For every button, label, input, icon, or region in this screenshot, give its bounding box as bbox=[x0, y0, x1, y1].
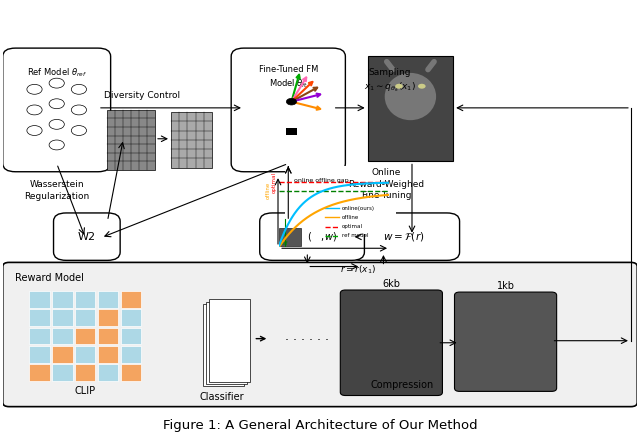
Bar bbox=[108, 110, 155, 170]
Bar bbox=[52, 291, 72, 308]
Bar bbox=[75, 364, 95, 381]
Bar bbox=[98, 364, 118, 381]
Text: Compression: Compression bbox=[371, 380, 434, 390]
Text: offline: offline bbox=[342, 215, 359, 220]
Bar bbox=[367, 56, 453, 161]
Text: online offline gap: online offline gap bbox=[294, 178, 348, 183]
Bar bbox=[121, 364, 141, 381]
Text: $w = \mathcal{F}(r)$: $w = \mathcal{F}(r)$ bbox=[383, 230, 425, 243]
Bar bbox=[121, 345, 141, 362]
Circle shape bbox=[49, 78, 64, 88]
Text: $r = r(x_1)$: $r = r(x_1)$ bbox=[340, 263, 376, 276]
Bar bbox=[75, 291, 95, 308]
Bar bbox=[279, 228, 301, 246]
FancyBboxPatch shape bbox=[260, 213, 364, 260]
FancyBboxPatch shape bbox=[3, 263, 637, 407]
Bar bbox=[29, 291, 50, 308]
Circle shape bbox=[49, 119, 64, 129]
Circle shape bbox=[49, 140, 64, 150]
Bar bbox=[75, 309, 95, 326]
Text: optimal: optimal bbox=[272, 172, 277, 193]
Bar bbox=[98, 309, 118, 326]
Bar bbox=[98, 345, 118, 362]
FancyBboxPatch shape bbox=[231, 48, 346, 172]
Bar bbox=[75, 328, 95, 345]
Circle shape bbox=[27, 125, 42, 135]
Text: $($: $($ bbox=[307, 230, 312, 243]
Bar bbox=[29, 364, 50, 381]
Circle shape bbox=[49, 99, 64, 108]
Circle shape bbox=[71, 125, 86, 135]
Bar bbox=[171, 112, 212, 168]
Text: CLIP: CLIP bbox=[75, 386, 96, 396]
Bar bbox=[98, 291, 118, 308]
Bar bbox=[286, 128, 296, 135]
Bar bbox=[29, 345, 50, 362]
Text: ref model: ref model bbox=[342, 233, 368, 238]
Text: optimal: optimal bbox=[342, 224, 363, 229]
Bar bbox=[209, 299, 250, 382]
Text: . . . . . .: . . . . . . bbox=[285, 330, 330, 343]
Bar bbox=[206, 302, 247, 384]
Text: Online
Reward-Weighed
Fine-Tuning: Online Reward-Weighed Fine-Tuning bbox=[349, 168, 425, 201]
Bar bbox=[29, 309, 50, 326]
Polygon shape bbox=[218, 330, 237, 351]
Text: W2: W2 bbox=[78, 232, 96, 242]
FancyBboxPatch shape bbox=[349, 213, 460, 260]
FancyBboxPatch shape bbox=[454, 292, 557, 391]
Circle shape bbox=[27, 84, 42, 94]
Text: offline: offline bbox=[266, 182, 270, 199]
Text: Sampling
$x_1 \sim q_{\theta_{ft}}(x_1)$: Sampling $x_1 \sim q_{\theta_{ft}}(x_1)$ bbox=[364, 68, 416, 94]
FancyBboxPatch shape bbox=[54, 213, 120, 260]
Text: Ref Model $\theta_{ref}$: Ref Model $\theta_{ref}$ bbox=[26, 67, 87, 79]
Circle shape bbox=[418, 84, 426, 89]
Bar bbox=[29, 328, 50, 345]
Bar bbox=[52, 328, 72, 345]
Polygon shape bbox=[215, 339, 234, 359]
Text: Figure 1: A General Architecture of Our Method: Figure 1: A General Architecture of Our … bbox=[163, 419, 477, 432]
Text: 6kb: 6kb bbox=[382, 279, 401, 289]
Circle shape bbox=[27, 105, 42, 115]
Bar bbox=[52, 309, 72, 326]
Text: Wasserstein
Regularization: Wasserstein Regularization bbox=[24, 180, 90, 201]
Circle shape bbox=[286, 99, 296, 105]
Circle shape bbox=[71, 105, 86, 115]
FancyBboxPatch shape bbox=[340, 290, 442, 395]
Bar bbox=[121, 309, 141, 326]
Bar bbox=[52, 345, 72, 362]
Bar bbox=[285, 165, 396, 233]
FancyBboxPatch shape bbox=[3, 48, 111, 172]
Bar bbox=[52, 364, 72, 381]
Text: Fine-Tuned FM
Model $\theta_{ft}$: Fine-Tuned FM Model $\theta_{ft}$ bbox=[259, 65, 318, 90]
Bar bbox=[75, 345, 95, 362]
Ellipse shape bbox=[385, 73, 436, 120]
FancyArrowPatch shape bbox=[428, 62, 434, 69]
Text: Diversity Control: Diversity Control bbox=[104, 91, 180, 100]
Text: ref: ref bbox=[281, 241, 289, 246]
Bar bbox=[121, 291, 141, 308]
Circle shape bbox=[71, 84, 86, 94]
Text: $, w)$: $, w)$ bbox=[320, 230, 338, 243]
Text: Classifier: Classifier bbox=[199, 392, 244, 402]
Circle shape bbox=[395, 84, 403, 89]
Text: online(ours): online(ours) bbox=[342, 206, 374, 211]
Text: Reward Model: Reward Model bbox=[15, 273, 84, 283]
Bar bbox=[203, 304, 244, 386]
Text: 1kb: 1kb bbox=[497, 281, 515, 291]
Bar bbox=[121, 328, 141, 345]
FancyArrowPatch shape bbox=[387, 62, 393, 69]
Bar bbox=[98, 328, 118, 345]
